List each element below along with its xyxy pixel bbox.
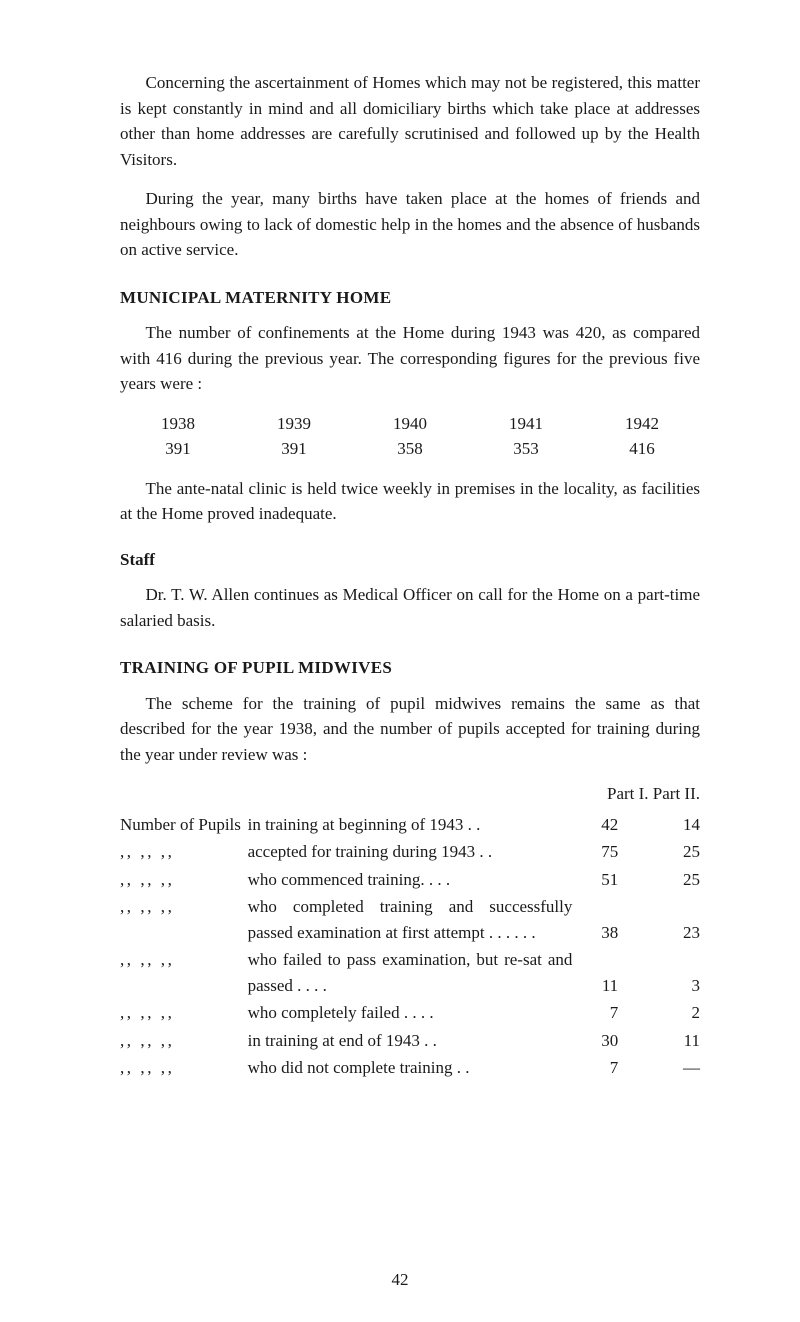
row-val2: 25	[636, 866, 700, 894]
year-cell: 1940	[352, 411, 468, 437]
paragraph-6: The scheme for the training of pupil mid…	[120, 691, 700, 768]
pupils-table: Number of Pupils in training at beginnin…	[120, 811, 700, 1082]
value-cell: 358	[352, 436, 468, 462]
table-row: ,, ,, ,, who completely failed . . . . 7…	[120, 999, 700, 1027]
year-cell: 1942	[584, 411, 700, 437]
year-cell: 1938	[120, 411, 236, 437]
row-val1: 7	[572, 999, 636, 1027]
value-cell: 391	[236, 436, 352, 462]
row-desc: who did not complete training . .	[248, 1054, 573, 1082]
row-val2: 25	[636, 838, 700, 866]
table-row: ,, ,, ,, in training at end of 1943 . . …	[120, 1027, 700, 1055]
row-val2: 2	[636, 999, 700, 1027]
value-cell: 416	[584, 436, 700, 462]
row-val1: 11	[572, 946, 636, 999]
paragraph-4: The ante-natal clinic is held twice week…	[120, 476, 700, 527]
table-row: ,, ,, ,, who did not complete training .…	[120, 1054, 700, 1082]
table-row: ,, ,, ,, accepted for training during 19…	[120, 838, 700, 866]
row-label-ditto: ,, ,, ,,	[120, 893, 248, 946]
row-desc: accepted for training during 1943 . .	[248, 838, 573, 866]
heading-municipal: MUNICIPAL MATERNITY HOME	[120, 285, 700, 311]
subheading-staff: Staff	[120, 547, 700, 573]
row-label-ditto: ,, ,, ,,	[120, 1054, 248, 1082]
paragraph-3: The number of confinements at the Home d…	[120, 320, 700, 397]
row-desc: who completed training and success­fully…	[248, 893, 573, 946]
row-val1: 51	[572, 866, 636, 894]
year-table: 1938 1939 1940 1941 1942 391 391 358 353…	[120, 411, 700, 462]
table-row: ,, ,, ,, who commenced training. . . . 5…	[120, 866, 700, 894]
row-desc: who commenced training. . . .	[248, 866, 573, 894]
paragraph-2: During the year, many births have taken …	[120, 186, 700, 263]
row-val2: 23	[636, 893, 700, 946]
paragraph-1: Concerning the ascertainment of Homes wh…	[120, 70, 700, 172]
row-val2: —	[636, 1054, 700, 1082]
part-header: Part I. Part II.	[120, 781, 700, 807]
row-label-ditto: ,, ,, ,,	[120, 946, 248, 999]
year-cell: 1939	[236, 411, 352, 437]
row-val2: 14	[636, 811, 700, 839]
row-val1: 7	[572, 1054, 636, 1082]
row-desc: who completely failed . . . .	[248, 999, 573, 1027]
row-label: Number of Pupils	[120, 811, 248, 839]
row-val2: 11	[636, 1027, 700, 1055]
row-label-ditto: ,, ,, ,,	[120, 1027, 248, 1055]
row-label-ditto: ,, ,, ,,	[120, 999, 248, 1027]
row-val1: 30	[572, 1027, 636, 1055]
row-label-ditto: ,, ,, ,,	[120, 838, 248, 866]
row-desc: in training at beginning of 1943 . .	[248, 811, 573, 839]
paragraph-5: Dr. T. W. Allen continues as Medical Off…	[120, 582, 700, 633]
heading-training: TRAINING OF PUPIL MIDWIVES	[120, 655, 700, 681]
row-val1: 75	[572, 838, 636, 866]
value-cell: 391	[120, 436, 236, 462]
table-row: ,, ,, ,, who completed training and succ…	[120, 893, 700, 946]
page-number: 42	[0, 1267, 800, 1293]
value-cell: 353	[468, 436, 584, 462]
year-table-years-row: 1938 1939 1940 1941 1942	[120, 411, 700, 437]
year-table-values-row: 391 391 358 353 416	[120, 436, 700, 462]
year-cell: 1941	[468, 411, 584, 437]
row-val1: 42	[572, 811, 636, 839]
row-val1: 38	[572, 893, 636, 946]
row-desc: who failed to pass examination, but re-s…	[248, 946, 573, 999]
row-val2: 3	[636, 946, 700, 999]
row-desc: in training at end of 1943 . .	[248, 1027, 573, 1055]
row-label-ditto: ,, ,, ,,	[120, 866, 248, 894]
table-row: ,, ,, ,, who failed to pass examination,…	[120, 946, 700, 999]
table-row: Number of Pupils in training at beginnin…	[120, 811, 700, 839]
